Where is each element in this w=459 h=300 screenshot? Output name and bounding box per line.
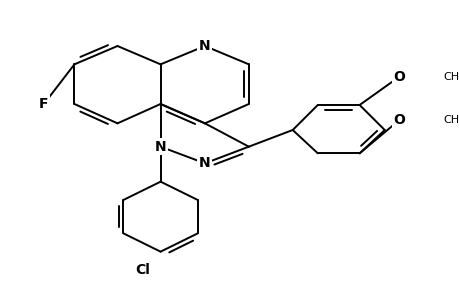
Text: Cl: Cl	[135, 263, 150, 277]
Text: F: F	[39, 97, 49, 111]
Text: N: N	[199, 156, 210, 170]
Text: O: O	[392, 113, 404, 127]
Text: CH₃: CH₃	[442, 72, 459, 82]
Text: N: N	[154, 140, 166, 154]
Text: CH₃: CH₃	[442, 115, 459, 125]
Text: N: N	[199, 39, 210, 53]
Text: O: O	[392, 70, 404, 84]
